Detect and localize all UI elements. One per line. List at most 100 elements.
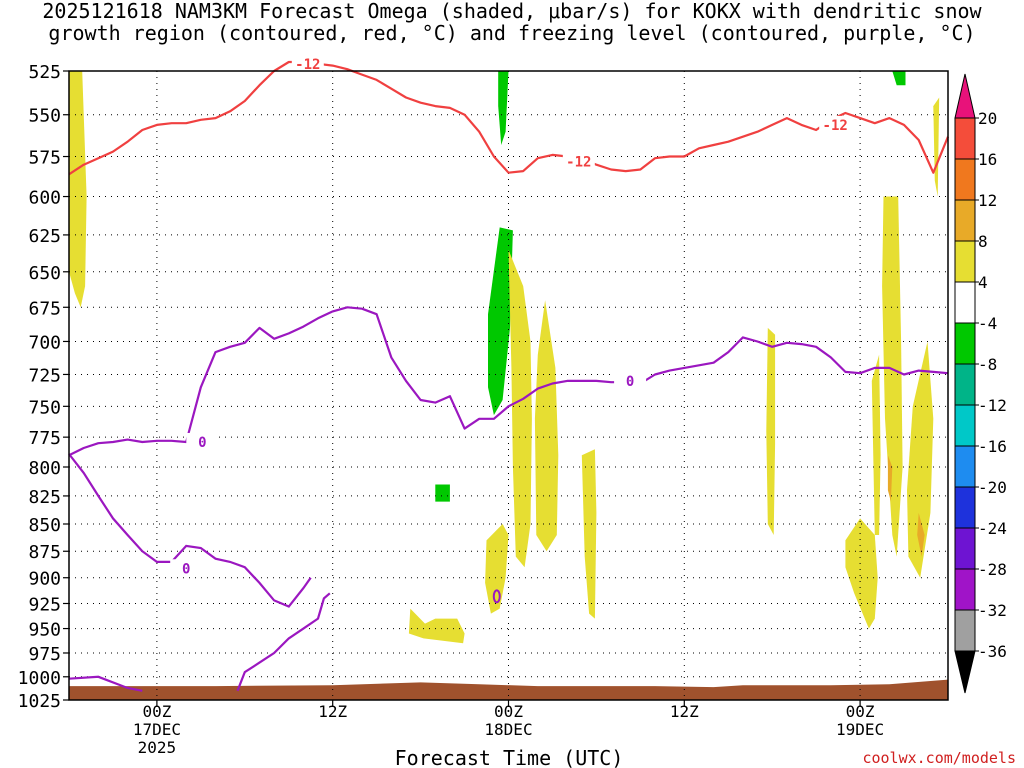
dgz-contour-label-bg xyxy=(291,54,324,71)
dgz-contour-label: -12 xyxy=(823,118,848,134)
omega-area xyxy=(435,484,450,502)
x-tick-date: 19DEC xyxy=(836,720,884,739)
chart-title-line2: growth region (contoured, red, °C) and f… xyxy=(48,21,976,45)
y-tick-label: 675 xyxy=(28,298,61,319)
y-tick-label: 1025 xyxy=(18,691,61,712)
x-tick-label: 12Z xyxy=(318,702,347,721)
x-tick-label: 00Z xyxy=(846,702,875,721)
y-tick-label: 775 xyxy=(28,428,61,449)
x-tick-date: 17DEC xyxy=(133,720,181,739)
colorbar-label: -8 xyxy=(978,355,997,374)
credit-text: coolwx.com/models xyxy=(862,749,1016,767)
omega-area xyxy=(581,449,597,619)
omega-area xyxy=(485,524,509,614)
pressure-axis: 525 550 575 600 625 650 675 700 725 750 775 800 825 8… xyxy=(18,62,69,712)
omega-area xyxy=(871,354,881,535)
colorbar-segment xyxy=(954,199,976,242)
colorbar-label: 12 xyxy=(978,191,997,210)
colorbar-label: -12 xyxy=(978,396,1007,415)
colorbar-segment xyxy=(954,527,976,570)
y-tick-label: 900 xyxy=(28,569,61,590)
contour-line xyxy=(68,453,312,608)
colorbar-label: -28 xyxy=(978,560,1007,579)
omega-shading xyxy=(69,71,940,644)
x-tick-label: 00Z xyxy=(142,702,171,721)
y-tick-label: 650 xyxy=(28,263,61,284)
y-tick-label: 875 xyxy=(28,542,61,563)
x-tick-year: 2025 xyxy=(138,738,177,757)
contour-line xyxy=(236,592,331,692)
omega-area xyxy=(69,71,87,308)
y-tick-label: 750 xyxy=(28,397,61,418)
contour-line xyxy=(68,306,949,457)
freezing-contour-label: 0 xyxy=(626,374,634,390)
freezing-contour-label-bg xyxy=(186,432,219,449)
x-tick-label: 00Z xyxy=(494,702,523,721)
freezing-contour-label: 0 xyxy=(198,435,206,451)
omega-area xyxy=(508,249,532,568)
colorbar-label: -4 xyxy=(978,314,997,333)
omega-area xyxy=(766,327,776,535)
plot-area xyxy=(69,71,948,700)
freezing-contour-label-bg xyxy=(170,559,203,576)
y-tick-label: 725 xyxy=(28,365,61,386)
freezing-contour-label-bg xyxy=(614,371,647,388)
colorbar-segment xyxy=(954,404,976,447)
dgz-contour-label-bg xyxy=(562,152,595,169)
colorbar-segment xyxy=(954,117,976,160)
y-tick-label: 550 xyxy=(28,106,61,127)
grid-lines xyxy=(69,71,948,700)
colorbar-segment xyxy=(954,609,976,652)
contour-line xyxy=(492,589,501,604)
y-tick-label: 800 xyxy=(28,458,61,479)
omega-area xyxy=(498,71,509,145)
colorbar-segment xyxy=(954,158,976,201)
colorbar-segment xyxy=(954,568,976,611)
contour-line xyxy=(68,675,143,692)
colorbar-segment xyxy=(954,445,976,488)
colorbar-segment xyxy=(954,486,976,529)
y-tick-label: 1000 xyxy=(18,668,61,689)
x-tick-date: 18DEC xyxy=(484,720,532,739)
y-tick-label: 525 xyxy=(28,62,61,83)
omega-area xyxy=(845,518,878,629)
colorbar-segment xyxy=(954,322,976,365)
y-tick-label: 600 xyxy=(28,188,61,209)
y-tick-label: 700 xyxy=(28,332,61,353)
freezing-contour-label: 0 xyxy=(182,561,190,577)
contour-line xyxy=(68,60,950,176)
omega-area xyxy=(907,341,934,578)
y-tick-label: 625 xyxy=(28,226,61,247)
y-tick-label: 950 xyxy=(28,620,61,641)
omega-area xyxy=(534,300,559,552)
y-tick-label: 925 xyxy=(28,594,61,615)
colorbar-label: -20 xyxy=(978,478,1007,497)
colorbar-top-arrow xyxy=(954,73,976,119)
dgz-contour-label: -12 xyxy=(295,57,320,73)
colorbar-label: -36 xyxy=(978,642,1007,661)
colorbar-label: 4 xyxy=(978,273,988,292)
x-tick-label: 12Z xyxy=(670,702,699,721)
y-tick-label: 850 xyxy=(28,515,61,536)
chart-title-line1: 2025121618 NAM3KM Forecast Omega (shaded… xyxy=(42,0,982,23)
colorbar-bottom-arrow xyxy=(954,650,976,694)
colorbar-label: -16 xyxy=(978,437,1007,456)
y-tick-label: 975 xyxy=(28,644,61,665)
colorbar-segment xyxy=(954,281,976,324)
colorbar-label: -32 xyxy=(978,601,1007,620)
colorbar-label: 8 xyxy=(978,232,988,251)
colorbar-label: 20 xyxy=(978,109,997,128)
y-tick-label: 575 xyxy=(28,148,61,169)
omega-area xyxy=(892,71,906,86)
colorbar-segment xyxy=(954,363,976,406)
colorbar-segment xyxy=(954,240,976,283)
omega-area xyxy=(488,227,513,416)
dgz-contour-label-bg xyxy=(819,115,852,132)
colorbar-label: 16 xyxy=(978,150,997,169)
x-axis-label: Forecast Time (UTC) xyxy=(395,746,624,768)
omega-area xyxy=(408,608,465,644)
colorbar: 20 16 12 8 4 -4 -8 -12 -16 -20 -24 -28 -32 -36 xyxy=(954,73,1007,694)
contour-lines: -12 -12 -12 0 0 0 xyxy=(68,54,950,692)
